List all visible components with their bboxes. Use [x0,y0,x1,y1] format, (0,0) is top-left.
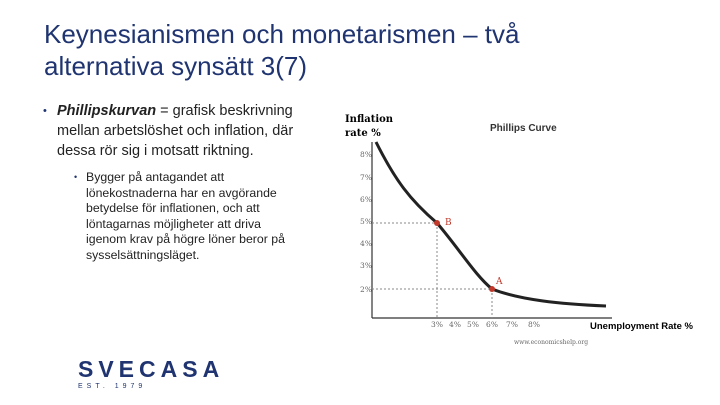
bullet-dot: • [74,172,78,182]
x-tick-label: 3% [431,320,443,329]
figure-title: Phillips Curve [490,123,557,134]
bullet-line: mellan arbetslöshet och inflation, där [57,123,294,139]
x-tick-label: 4% [449,320,461,329]
y-tick-label: 8% [360,150,372,159]
y-tick-label: 4% [360,239,372,248]
sub-bullet: • Bygger på antagandet att lönekostnadern… [74,170,336,263]
sub-bullet-line: betydelse för inflationen, och att [86,201,260,215]
point-label: A [495,277,503,287]
y-tick-label: 5% [360,217,372,226]
x-axis-label: Unemployment Rate % [590,321,693,332]
bullet-line: dessa rör sig i motsatt riktning. [57,143,254,159]
logo-established: EST. 1979 [78,383,147,390]
x-tick-label: 6% [486,320,498,329]
point [434,220,440,226]
sub-bullet-line: igenom krav på högre löner beror på [86,232,285,246]
x-tick-label: 8% [528,320,540,329]
y-tick-label: 3% [360,261,372,270]
point [489,286,495,292]
curve [374,141,607,308]
bullet-dot: • [43,105,47,117]
y-axis-label: rate % [345,128,381,139]
point-label: B [445,218,452,228]
title: Keynesianismen och monetarismen – två al… [44,18,519,82]
source: www.economicshelp.org [514,339,588,346]
y-tick-label: 2% [360,285,372,294]
sub-bullet-line: sysselsättningsläget. [86,247,200,262]
title-line: alternativa synsätt 3(7) [44,51,308,81]
sub-bullet-line: Bygger på antagandet att [86,170,225,184]
logo: SVECASA [78,356,225,382]
y-axis-label: Inflation [345,114,394,125]
bullet-text: = grafisk beskrivning [160,103,293,119]
x-tick-label: 5% [467,320,479,329]
x-tick-label: 7% [506,320,518,329]
sub-bullet-line: lönekostnaderna har en avgörande [86,185,277,200]
sub-bullet-line: löntagarnas möjligheter att driva [86,216,261,231]
y-tick-label: 6% [360,195,372,204]
bullet: • Phillipskurvan = grafisk beskrivning m… [43,101,347,161]
y-tick-label: 7% [360,173,372,182]
bullet-lead: Phillipskurvan [57,103,157,119]
bullet-line: Phillipskurvan = grafisk beskrivning [57,101,347,121]
title-line: Keynesianismen och monetarismen – två [44,19,520,49]
